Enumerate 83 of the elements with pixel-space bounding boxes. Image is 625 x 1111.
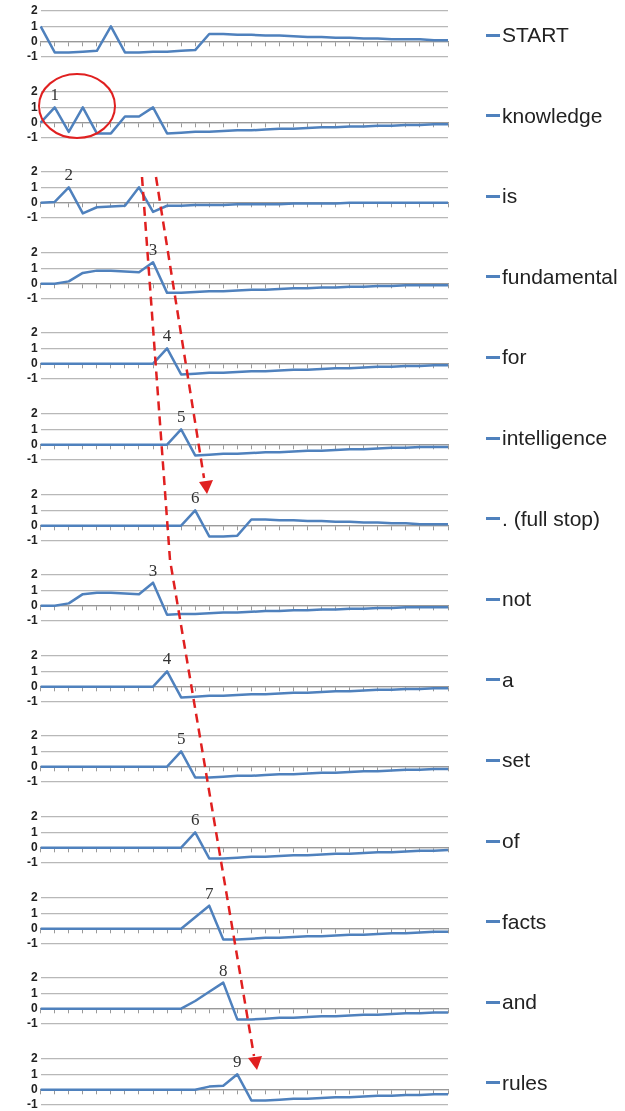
y-tick-label: 1 — [30, 179, 38, 194]
annotation: 5 — [176, 729, 186, 749]
y-tick-label: 1 — [30, 341, 38, 356]
y-tick-label: 2 — [30, 889, 38, 904]
annotation: 3 — [148, 560, 158, 580]
legend-label: rules — [502, 1070, 548, 1095]
y-tick-label: 2 — [30, 970, 38, 985]
y-tick-label: -1 — [27, 774, 38, 789]
y-tick-label: 0 — [30, 598, 38, 613]
y-tick-label: 2 — [30, 83, 38, 98]
annotation: 6 — [190, 487, 200, 507]
annotation: 9 — [233, 1052, 242, 1072]
y-tick-label: 1 — [30, 985, 38, 1000]
legend-label: a — [502, 667, 514, 692]
annotation: 2 — [64, 165, 74, 185]
y-tick-label: -1 — [27, 1016, 38, 1031]
y-tick-label: -1 — [27, 855, 38, 870]
y-tick-label: 0 — [30, 920, 38, 935]
legend-label: not — [502, 587, 532, 612]
y-tick-label: 2 — [30, 406, 38, 421]
y-tick-label: -1 — [27, 935, 38, 950]
legend-label: of — [502, 829, 520, 853]
legend-label: START — [502, 23, 569, 47]
y-tick-label: 2 — [30, 809, 38, 824]
y-tick-label: 0 — [30, 678, 38, 693]
annotation: 5 — [176, 407, 186, 427]
y-tick-label: 0 — [30, 1001, 38, 1016]
y-tick-label: 2 — [30, 164, 38, 179]
legend-label: for — [502, 345, 527, 370]
y-tick-label: 1 — [30, 421, 38, 436]
y-tick-label: -1 — [27, 532, 38, 547]
y-tick-label: 2 — [30, 3, 38, 18]
legend-label: . (full stop) — [502, 506, 601, 531]
legend-label: fundamental — [502, 264, 618, 289]
y-tick-label: 2 — [30, 1051, 38, 1066]
y-tick-label: 0 — [30, 356, 38, 371]
y-tick-label: -1 — [27, 371, 38, 386]
annotation: 3 — [148, 239, 158, 259]
y-tick-label: -1 — [27, 129, 38, 144]
y-tick-label: -1 — [27, 694, 38, 709]
y-tick-label: -1 — [27, 1097, 38, 1111]
y-tick-label: -1 — [27, 291, 38, 306]
y-tick-label: 1 — [30, 18, 38, 33]
y-tick-label: 1 — [30, 99, 38, 114]
y-tick-label: 1 — [30, 260, 38, 275]
annotation: 6 — [190, 810, 200, 830]
y-tick-label: 1 — [30, 905, 38, 920]
y-tick-label: 1 — [30, 663, 38, 678]
y-tick-label: 0 — [30, 436, 38, 451]
annotation: 7 — [204, 883, 214, 903]
y-tick-label: 1 — [30, 582, 38, 597]
y-tick-label: 2 — [30, 567, 38, 582]
y-tick-label: -1 — [27, 210, 38, 225]
y-tick-label: 0 — [30, 114, 38, 129]
y-tick-label: 2 — [30, 486, 38, 501]
y-tick-label: 1 — [30, 1066, 38, 1081]
annotation: 4 — [162, 649, 172, 669]
y-tick-label: -1 — [27, 613, 38, 628]
annotation: 4 — [162, 326, 172, 346]
legend-label: intelligence — [502, 426, 608, 450]
legend-label: facts — [502, 909, 547, 934]
y-tick-label: 2 — [30, 245, 38, 260]
y-tick-label: 0 — [30, 759, 38, 774]
y-tick-label: 1 — [30, 502, 38, 517]
y-tick-label: 2 — [30, 325, 38, 340]
y-tick-label: 1 — [30, 744, 38, 759]
y-tick-label: 0 — [30, 275, 38, 290]
y-tick-label: 2 — [30, 648, 38, 663]
annotation: 8 — [219, 960, 228, 980]
y-tick-label: 1 — [30, 824, 38, 839]
legend-label: and — [502, 990, 538, 1015]
y-tick-label: 0 — [30, 195, 38, 210]
y-tick-label: 2 — [30, 728, 38, 743]
y-tick-label: 0 — [30, 33, 38, 48]
y-tick-label: -1 — [27, 49, 38, 64]
legend-label: is — [502, 184, 518, 209]
y-tick-label: 0 — [30, 1081, 38, 1096]
y-tick-label: -1 — [27, 452, 38, 467]
legend-label: knowledge — [502, 103, 603, 128]
annotation: 1 — [50, 84, 59, 104]
legend-label: set — [502, 748, 531, 773]
y-tick-label: 0 — [30, 517, 38, 532]
y-tick-label: 0 — [30, 839, 38, 854]
